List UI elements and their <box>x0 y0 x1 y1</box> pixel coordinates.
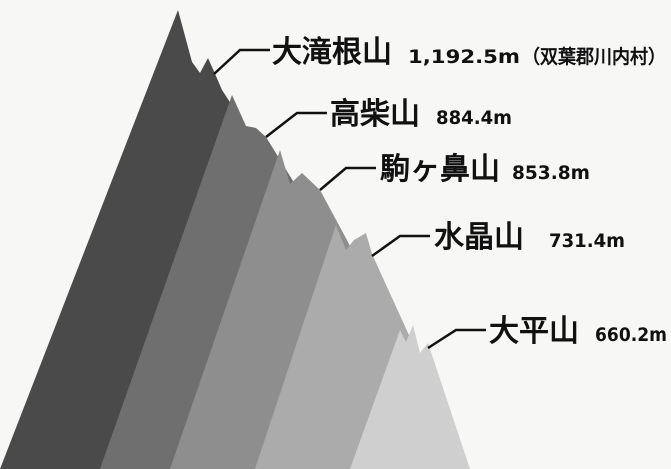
leader-line-2 <box>265 111 327 138</box>
leader-line-3 <box>319 166 376 191</box>
mountain-elevation-2: 884.4m <box>436 107 512 129</box>
leader-line-4 <box>371 234 430 258</box>
mountain-name-2: 高柴山 <box>330 97 420 132</box>
leader-line-1 <box>213 48 270 75</box>
mountain-elevation-4: 731.4m <box>549 230 625 252</box>
mountain-name-5: 大平山 <box>489 314 579 349</box>
leader-line-5 <box>427 328 486 350</box>
mountain-name-1: 大滝根山 <box>272 35 392 70</box>
mountain-shape-5 <box>350 325 470 469</box>
mountain-note-1: （双葉郡川内村） <box>522 45 666 68</box>
mountain-elevation-1: 1,192.5m <box>408 46 520 68</box>
mountain-name-3: 駒ヶ鼻山 <box>380 152 500 187</box>
mountain-elevation-5: 660.2m <box>595 324 667 346</box>
mountain-name-4: 水晶山 <box>434 220 524 255</box>
mountain-elevation-3: 853.8m <box>512 162 590 184</box>
